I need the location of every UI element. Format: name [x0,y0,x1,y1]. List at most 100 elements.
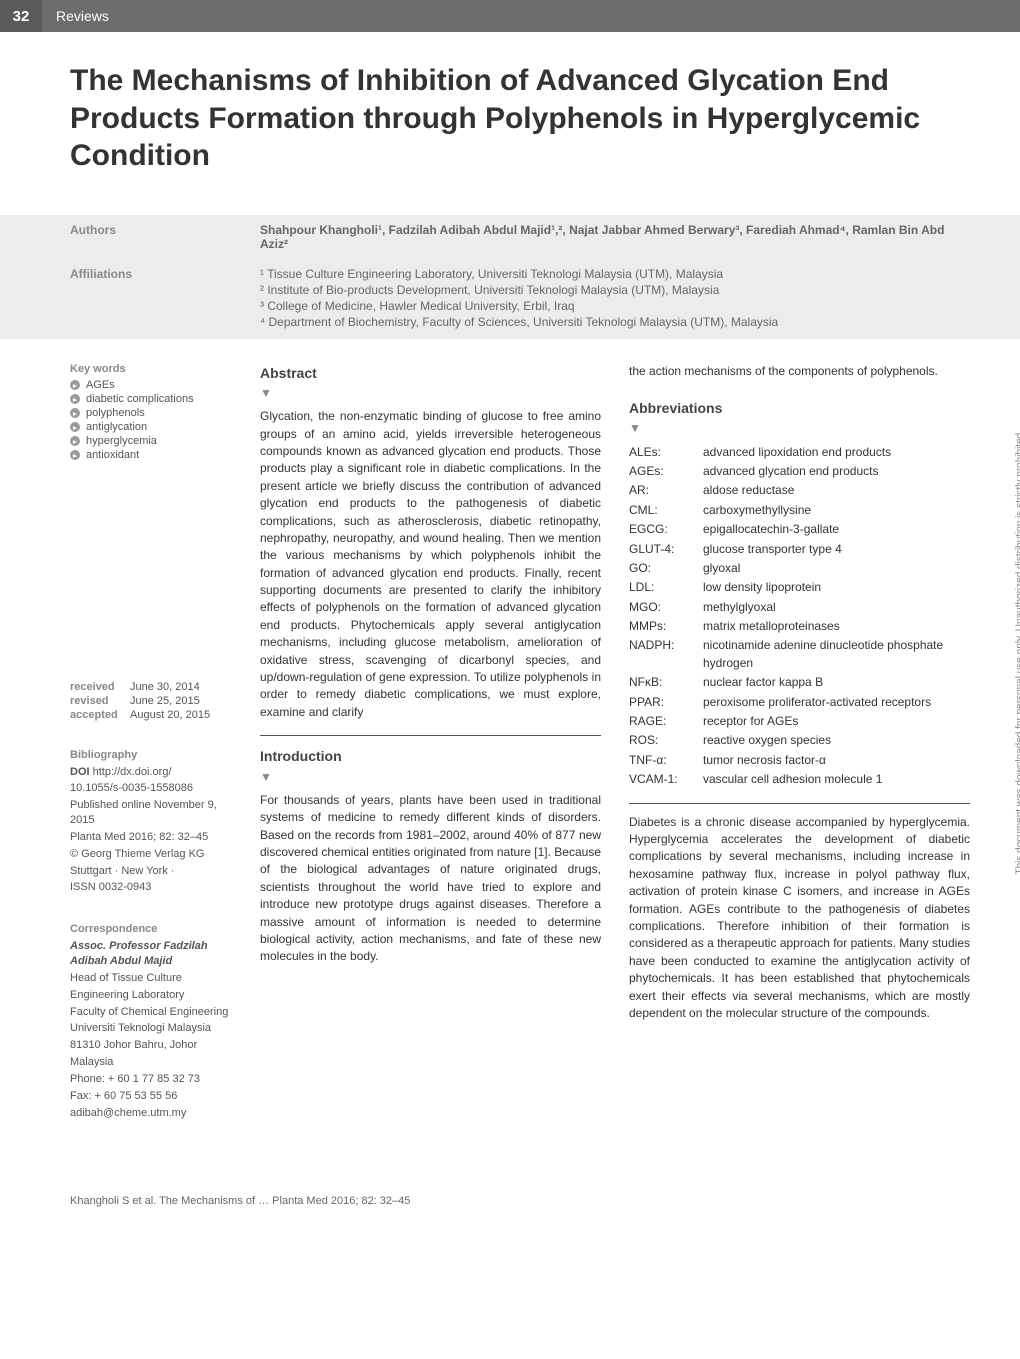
abbr-key: MMPs: [629,618,703,635]
corr-line: Head of Tissue Culture [70,971,236,986]
abbr-row: GLUT-4:glucose transporter type 4 [629,541,970,558]
abbr-key: NADPH: [629,637,703,672]
date-row: acceptedAugust 20, 2015 [70,709,236,721]
title-block: The Mechanisms of Inhibition of Advanced… [0,32,1020,215]
abbr-value: vascular cell adhesion molecule 1 [703,771,970,788]
keyword-text: antioxidant [86,449,139,461]
divider [260,735,601,736]
corr-line: Engineering Laboratory [70,988,236,1003]
abbr-value: glyoxal [703,560,970,577]
abbr-key: AR: [629,482,703,499]
corr-line: 81310 Johor Bahru, Johor [70,1038,236,1053]
keyword-text: polyphenols [86,407,145,419]
abbr-key: EGCG: [629,521,703,538]
abbr-row: LDL:low density lipoprotein [629,579,970,596]
abbr-value: methylglyoxal [703,599,970,616]
column-1: Abstract ▼ Glycation, the non-enzymatic … [260,363,601,1149]
abbr-key: TNF-α: [629,752,703,769]
keyword-item: polyphenols [70,407,236,419]
abbr-row: NFκB:nuclear factor kappa B [629,674,970,691]
abbr-row: MMPs:matrix metalloproteinases [629,618,970,635]
affiliation: ⁴ Department of Biochemistry, Faculty of… [260,315,778,329]
bib-line: Planta Med 2016; 82: 32–45 [70,830,236,845]
corr-line: adibah@cheme.utm.my [70,1106,236,1121]
abbr-row: ROS:reactive oxygen species [629,732,970,749]
divider [629,803,970,804]
corr-line: Faculty of Chemical Engineering [70,1005,236,1020]
dates-block: receivedJune 30, 2014 revisedJune 25, 20… [70,681,236,721]
correspondence-block: Correspondence Assoc. Professor Fadzilah… [70,923,236,1120]
keyword-item: AGEs [70,379,236,391]
abstract-head: Abstract [260,363,601,383]
two-column-content: Abstract ▼ Glycation, the non-enzymatic … [260,363,970,1149]
abbr-key: ROS: [629,732,703,749]
corr-line: Fax: + 60 75 53 55 56 [70,1089,236,1104]
abbr-value: nicotinamide adenine dinucleotide phosph… [703,637,970,672]
abbr-value: nuclear factor kappa B [703,674,970,691]
abbr-key: GLUT-4: [629,541,703,558]
keyword-text: antiglycation [86,421,147,433]
abbr-value: carboxymethyllysine [703,502,970,519]
bullet-icon [70,450,80,460]
abbr-key: PPAR: [629,694,703,711]
date-label: revised [70,695,130,707]
main-content: Key words AGEs diabetic complications po… [0,339,1020,1189]
bib-line: Stuttgart · New York · [70,864,236,879]
abbr-row: EGCG:epigallocatechin-3-gallate [629,521,970,538]
authors-names: Shahpour Khangholi¹, Fadzilah Adibah Abd… [260,223,944,251]
footer-citation: Khangholi S et al. The Mechanisms of … P… [0,1189,1020,1217]
bib-line: Published online November 9, 2015 [70,798,236,828]
abstract-text: Glycation, the non-enzymatic binding of … [260,408,601,721]
abbr-key: LDL: [629,579,703,596]
keyword-text: AGEs [86,379,115,391]
abbr-row: GO:glyoxal [629,560,970,577]
triangle-icon: ▼ [260,769,601,786]
intro-text-col2: Diabetes is a chronic disease accompanie… [629,814,970,1023]
section-label: Reviews [42,8,109,24]
keyword-item: hyperglycemia [70,435,236,447]
abbr-row: MGO:methylglyoxal [629,599,970,616]
abbreviations-head: Abbreviations [629,398,970,418]
abbr-value: reactive oxygen species [703,732,970,749]
date-value: August 20, 2015 [130,709,210,721]
abbr-row: ALEs:advanced lipoxidation end products [629,444,970,461]
abbr-row: CML:carboxymethyllysine [629,502,970,519]
affiliation: ² Institute of Bio-products Development,… [260,283,778,297]
article-title: The Mechanisms of Inhibition of Advanced… [70,62,950,175]
corr-line: Phone: + 60 1 77 85 32 73 [70,1072,236,1087]
abbr-row: TNF-α:tumor necrosis factor-α [629,752,970,769]
date-row: revisedJune 25, 2015 [70,695,236,707]
authors-label: Authors [70,223,260,251]
affiliation: ¹ Tissue Culture Engineering Laboratory,… [260,267,778,281]
abbr-value: advanced lipoxidation end products [703,444,970,461]
affiliations-list: ¹ Tissue Culture Engineering Laboratory,… [260,267,828,331]
bullet-icon [70,422,80,432]
keyword-item: diabetic complications [70,393,236,405]
bibliography-block: Bibliography DOI http://dx.doi.org/ 10.1… [70,749,236,896]
date-row: receivedJune 30, 2014 [70,681,236,693]
intro-text-col1: For thousands of years, plants have been… [260,792,601,966]
abbr-row: RAGE:receptor for AGEs [629,713,970,730]
corr-line: Universiti Teknologi Malaysia [70,1021,236,1036]
download-notice: This document was downloaded for persona… [1014,430,1020,875]
date-value: June 30, 2014 [130,681,200,693]
triangle-icon: ▼ [260,385,601,402]
abbr-value: tumor necrosis factor-α [703,752,970,769]
abbr-value: peroxisome proliferator-activated recept… [703,694,970,711]
keyword-item: antiglycation [70,421,236,433]
bibliography-head: Bibliography [70,749,236,761]
corr-line: Malaysia [70,1055,236,1070]
column-2: the action mechanisms of the components … [629,363,970,1149]
abbr-key: GO: [629,560,703,577]
bullet-icon [70,436,80,446]
bullet-icon [70,380,80,390]
keyword-text: diabetic complications [86,393,194,405]
sidebar: Key words AGEs diabetic complications po… [70,363,260,1149]
triangle-icon: ▼ [629,420,970,437]
bib-line: © Georg Thieme Verlag KG [70,847,236,862]
bib-line: DOI http://dx.doi.org/ [70,765,236,780]
abbr-key: NFκB: [629,674,703,691]
abbr-key: CML: [629,502,703,519]
abbr-value: receptor for AGEs [703,713,970,730]
keywords-head: Key words [70,363,236,375]
